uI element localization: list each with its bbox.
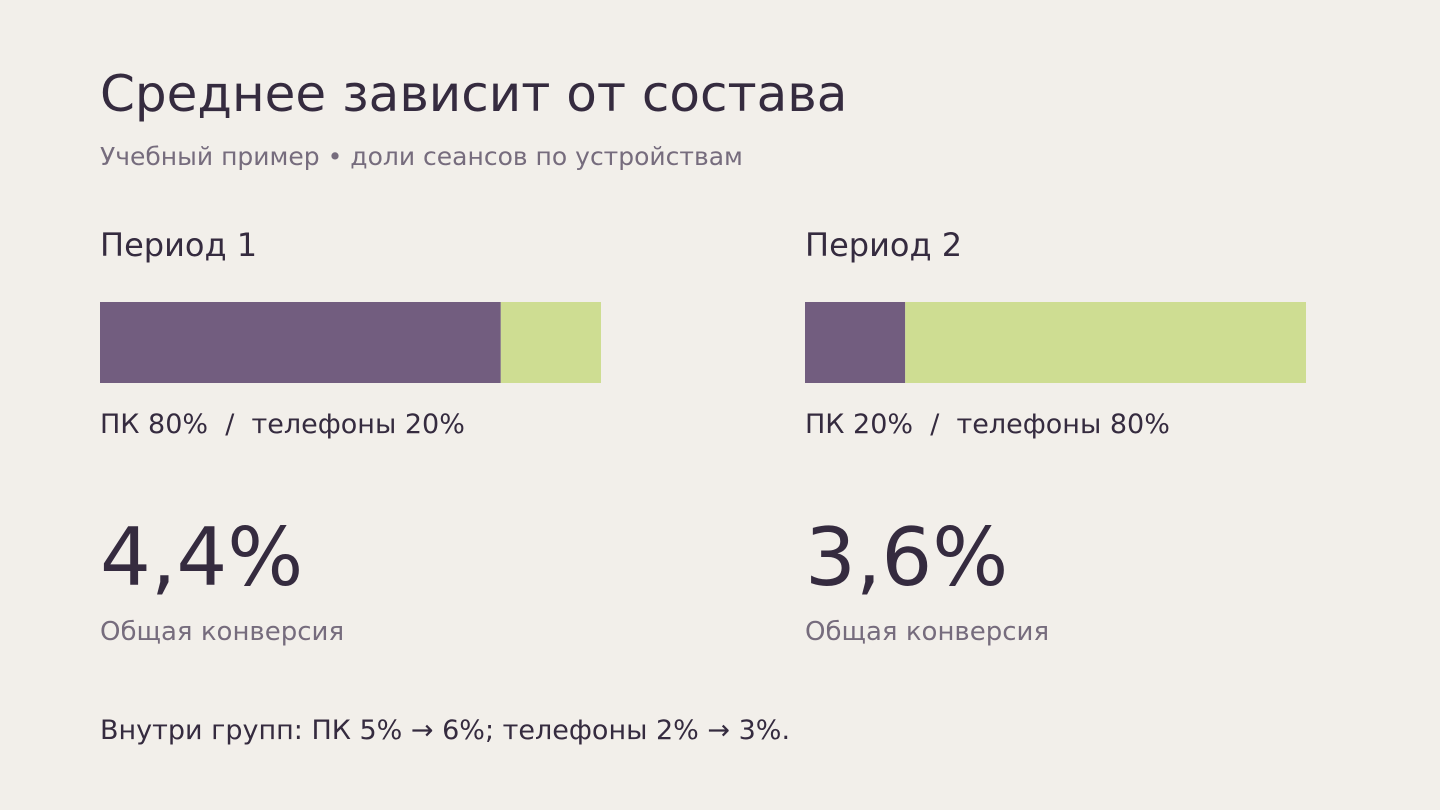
page-title: Среднее зависит от состава xyxy=(100,65,848,123)
bar-segment-phones xyxy=(905,302,1306,383)
bar-segment-pc xyxy=(100,302,501,383)
period-title: Период 1 xyxy=(100,226,258,264)
bar-segment-phones xyxy=(500,302,601,383)
period-title: Период 2 xyxy=(805,226,963,264)
stacked-bar-period-2 xyxy=(805,302,1306,383)
share-breakdown-label: ПК 20% / телефоны 80% xyxy=(805,409,1170,440)
period-panel-2: Период 2 ПК 20% / телефоны 80% 3,6% Обща… xyxy=(805,226,1365,666)
period-panel-1: Период 1 ПК 80% / телефоны 20% 4,4% Обща… xyxy=(100,226,660,666)
stacked-bar-period-1 xyxy=(100,302,601,383)
within-group-note: Внутри групп: ПК 5% → 6%; телефоны 2% → … xyxy=(100,715,791,746)
share-breakdown-label: ПК 80% / телефоны 20% xyxy=(100,409,465,440)
page-subtitle: Учебный пример • доли сеансов по устройс… xyxy=(100,142,743,171)
overall-conversion-value: 3,6% xyxy=(805,511,1009,604)
overall-conversion-value: 4,4% xyxy=(100,511,304,604)
bar-segment-pc xyxy=(805,302,906,383)
overall-conversion-label: Общая конверсия xyxy=(805,617,1050,647)
overall-conversion-label: Общая конверсия xyxy=(100,617,345,647)
